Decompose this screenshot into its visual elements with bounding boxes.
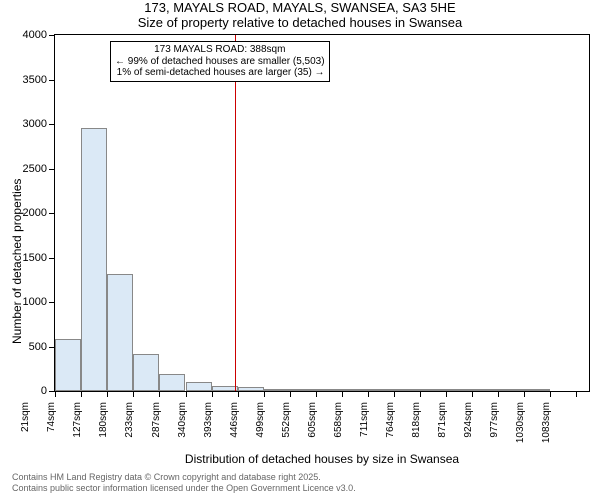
y-tick bbox=[49, 80, 55, 81]
title-line-1: 173, MAYALS ROAD, MAYALS, SWANSEA, SA3 5… bbox=[0, 0, 600, 15]
histogram-bar bbox=[186, 382, 212, 391]
y-tick bbox=[49, 35, 55, 36]
annotation-box: 173 MAYALS ROAD: 388sqm← 99% of detached… bbox=[110, 41, 330, 82]
y-tick-label: 1500 bbox=[11, 252, 47, 264]
y-tick bbox=[49, 124, 55, 125]
histogram-bar bbox=[498, 389, 524, 391]
title-line-2: Size of property relative to detached ho… bbox=[0, 15, 600, 30]
y-tick bbox=[49, 213, 55, 214]
y-tick-label: 2500 bbox=[11, 163, 47, 175]
histogram-bar bbox=[446, 389, 472, 391]
annotation-line-smaller: ← 99% of detached houses are smaller (5,… bbox=[115, 56, 325, 68]
y-tick-label: 500 bbox=[11, 341, 47, 353]
y-tick-label: 3500 bbox=[11, 74, 47, 86]
x-tick-label: 1083sqm bbox=[541, 402, 600, 443]
histogram-bar bbox=[212, 386, 238, 391]
footer-line-1: Contains HM Land Registry data © Crown c… bbox=[12, 472, 600, 483]
histogram-bar bbox=[342, 389, 368, 391]
annotation-title: 173 MAYALS ROAD: 388sqm bbox=[115, 44, 325, 56]
y-tick-label: 1000 bbox=[11, 296, 47, 308]
annotation-line-larger: 1% of semi-detached houses are larger (3… bbox=[115, 67, 325, 79]
histogram-bar bbox=[133, 354, 159, 391]
histogram-bar bbox=[55, 339, 81, 391]
y-tick bbox=[49, 302, 55, 303]
histogram-bar bbox=[524, 389, 550, 391]
reference-line bbox=[235, 35, 236, 391]
footer-line-2: Contains public sector information licen… bbox=[12, 483, 600, 494]
histogram-bar bbox=[81, 128, 107, 391]
histogram-bar bbox=[368, 389, 394, 391]
histogram-bar bbox=[264, 389, 290, 391]
histogram-bar bbox=[472, 389, 498, 391]
histogram-bar bbox=[420, 389, 446, 391]
histogram-bar bbox=[394, 389, 420, 391]
histogram-bar bbox=[316, 389, 342, 391]
y-tick-label: 3000 bbox=[11, 118, 47, 130]
histogram-bar bbox=[290, 389, 316, 391]
footer-attribution: Contains HM Land Registry data © Crown c… bbox=[12, 472, 600, 494]
histogram-bar bbox=[159, 374, 185, 391]
chart-plot-area: 05001000150020002500300035004000173 MAYA… bbox=[54, 34, 590, 392]
histogram-bar bbox=[107, 274, 133, 391]
y-tick-label: 2000 bbox=[11, 207, 47, 219]
y-tick bbox=[49, 169, 55, 170]
y-tick bbox=[49, 258, 55, 259]
y-tick-label: 4000 bbox=[11, 29, 47, 41]
x-tick-label-strip: 21sqm74sqm127sqm180sqm233sqm287sqm340sqm… bbox=[54, 396, 590, 456]
histogram-bar bbox=[238, 387, 264, 391]
y-tick-label: 0 bbox=[11, 385, 47, 397]
